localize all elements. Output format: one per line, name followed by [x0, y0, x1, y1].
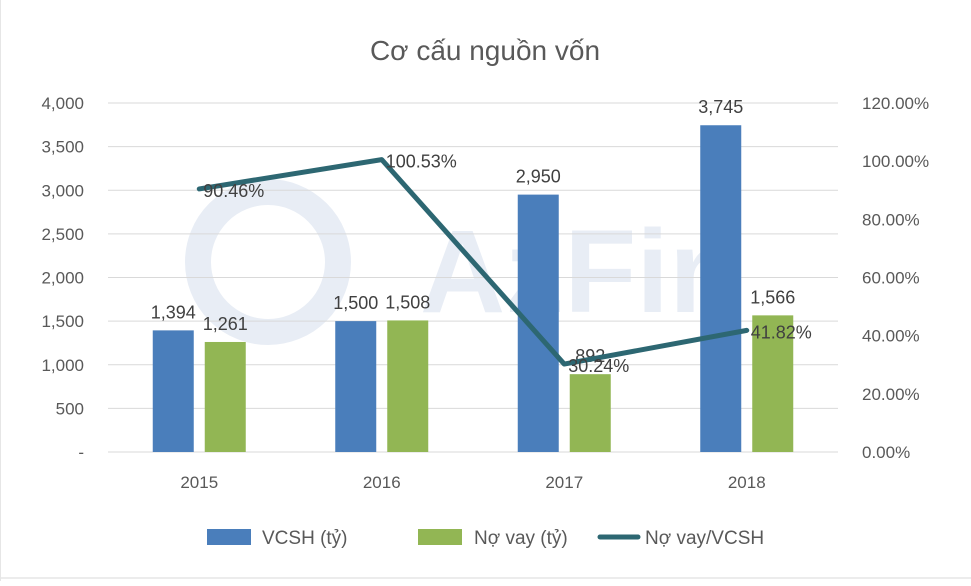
legend-label: Nợ vay/VCSH [645, 528, 764, 549]
legend-label: Nợ vay (tỷ) [474, 528, 568, 549]
bar-data-label: 1,394 [151, 302, 196, 322]
legend-marker [207, 529, 251, 545]
y-left-tick-label: 500 [56, 399, 84, 418]
y-left-tick-label: 2,500 [41, 225, 84, 244]
bar [700, 125, 741, 452]
bar-data-label: 1,261 [203, 314, 248, 334]
watermark-text: AzFin [420, 206, 741, 338]
bar [153, 330, 194, 452]
y-left-tick-label: - [78, 443, 84, 462]
bar-data-label: 1,500 [333, 293, 378, 313]
bar-data-label: 1,508 [385, 292, 430, 312]
x-tick-label: 2017 [545, 473, 583, 492]
y-left-tick-label: 1,500 [41, 312, 84, 331]
watermark-logo-icon [198, 192, 338, 332]
y-right-tick-label: 40.00% [862, 327, 920, 346]
line-data-label: 100.53% [386, 152, 457, 172]
line-data-label: 30.24% [568, 356, 629, 376]
y-left-tick-label: 1,000 [41, 356, 84, 375]
y-right-tick-label: 80.00% [862, 210, 920, 229]
bar [205, 342, 246, 452]
y-left-tick-label: 4,000 [41, 94, 84, 113]
bar [570, 374, 611, 452]
bar [387, 320, 428, 452]
chart-title: Cơ cấu nguồn vốn [370, 35, 600, 66]
y-right-tick-label: 100.00% [862, 152, 929, 171]
bar-data-label: 2,950 [516, 167, 561, 187]
line-data-label: 90.46% [203, 181, 264, 201]
bar [335, 321, 376, 452]
x-tick-label: 2015 [180, 473, 218, 492]
y-right-tick-label: 20.00% [862, 385, 920, 404]
y-left-tick-label: 3,000 [41, 181, 84, 200]
legend-label: VCSH (tỷ) [262, 528, 348, 549]
legend-marker [418, 529, 462, 545]
x-tick-label: 2018 [728, 473, 766, 492]
bar-data-label: 1,566 [750, 287, 795, 307]
line-data-label: 41.82% [751, 322, 812, 342]
x-tick-label: 2016 [363, 473, 401, 492]
y-right-tick-label: 60.00% [862, 269, 920, 288]
y-right-tick-label: 0.00% [862, 443, 910, 462]
y-right-tick-label: 120.00% [862, 94, 929, 113]
bar-data-label: 3,745 [698, 97, 743, 117]
y-left-tick-label: 3,500 [41, 138, 84, 157]
bar [518, 195, 559, 452]
y-left-tick-label: 2,000 [41, 269, 84, 288]
